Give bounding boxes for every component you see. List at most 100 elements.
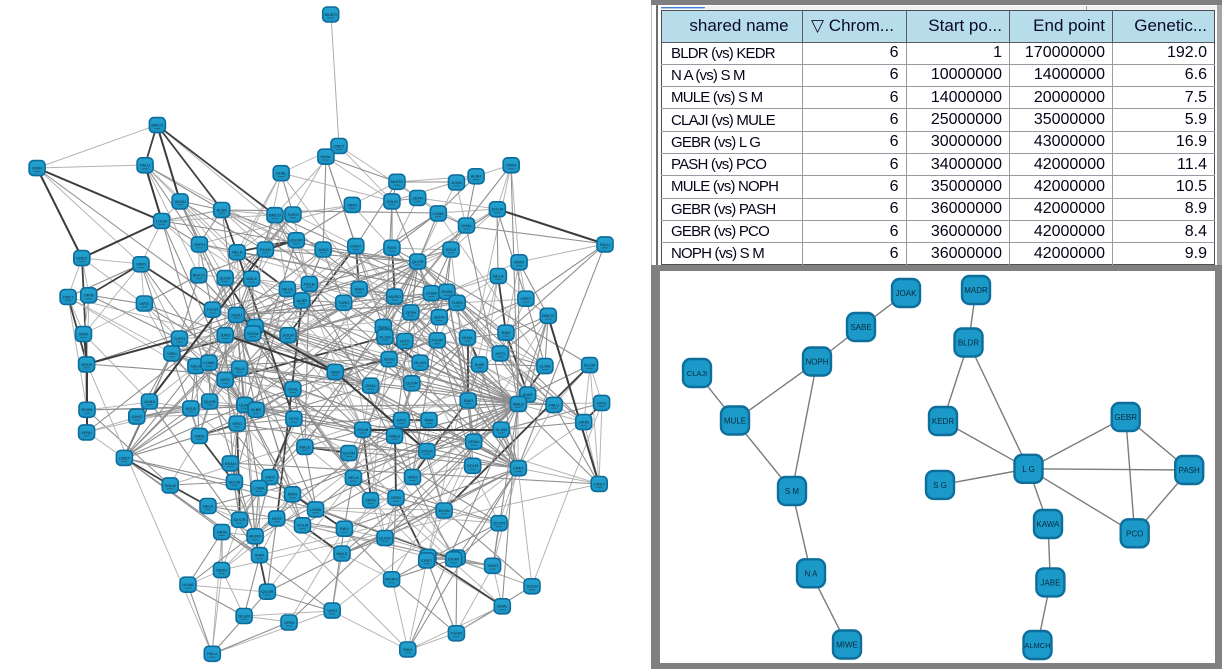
svg-text:CRET: CRET	[513, 466, 524, 471]
svg-text:WALE: WALE	[513, 401, 525, 406]
svg-text:ULMA: ULMA	[539, 364, 550, 369]
svg-text:KELB: KELB	[186, 406, 197, 411]
svg-text:KELB: KELB	[446, 247, 457, 252]
svg-text:ULMA: ULMA	[239, 402, 250, 407]
svg-text:WALE: WALE	[246, 276, 258, 281]
svg-text:TURO: TURO	[338, 300, 349, 305]
svg-text:NELA: NELA	[282, 287, 293, 292]
svg-text:VIRO: VIRO	[136, 262, 146, 267]
svg-text:BMCO: BMCO	[151, 123, 163, 128]
svg-text:QUOR: QUOR	[412, 259, 424, 264]
svg-text:SOLM: SOLM	[165, 483, 176, 488]
svg-text:XENU: XENU	[175, 199, 186, 204]
svg-text:CRET: CRET	[76, 256, 87, 261]
svg-text:SOLM: SOLM	[282, 333, 293, 338]
svg-text:BMCO: BMCO	[193, 273, 205, 278]
svg-text:DLUM: DLUM	[238, 613, 249, 618]
svg-text:FGOR: FGOR	[432, 338, 444, 343]
svg-text:GHAL: GHAL	[365, 383, 377, 388]
svg-text:GHAL: GHAL	[462, 335, 474, 340]
svg-text:ALBR: ALBR	[297, 298, 308, 303]
svg-text:L G: L G	[1022, 465, 1035, 474]
svg-text:ULMA: ULMA	[144, 399, 155, 404]
svg-text:KEDR: KEDR	[932, 417, 954, 426]
svg-text:BMCO: BMCO	[542, 313, 554, 318]
svg-text:NELA: NELA	[191, 364, 202, 369]
svg-text:EKAN: EKAN	[448, 557, 459, 562]
svg-text:MURO: MURO	[391, 179, 403, 184]
svg-text:KAWA: KAWA	[1037, 520, 1061, 529]
svg-text:QUOR: QUOR	[343, 451, 355, 456]
svg-text:SOLM: SOLM	[357, 427, 368, 432]
svg-text:HITO: HITO	[289, 416, 298, 421]
svg-text:JUNO: JUNO	[220, 333, 231, 338]
svg-text:ORIN: ORIN	[514, 260, 524, 265]
svg-text:GHAL: GHAL	[287, 387, 299, 392]
svg-text:IKAR: IKAR	[475, 362, 484, 367]
svg-text:IKAR: IKAR	[255, 553, 264, 558]
svg-text:NELA: NELA	[203, 503, 214, 508]
svg-text:VIRO: VIRO	[327, 608, 337, 613]
svg-text:VIRO: VIRO	[79, 332, 89, 337]
svg-text:CRET: CRET	[594, 481, 605, 486]
svg-text:QUOR: QUOR	[261, 589, 273, 594]
svg-text:MULE: MULE	[724, 417, 746, 426]
svg-text:LOMA: LOMA	[203, 360, 215, 365]
svg-text:VIRO: VIRO	[265, 475, 275, 480]
svg-text:RAVI: RAVI	[387, 245, 396, 250]
svg-text:PALU: PALU	[207, 651, 217, 656]
svg-text:GHAL: GHAL	[497, 604, 509, 609]
svg-text:LOMA: LOMA	[433, 211, 445, 216]
svg-text:EKAN: EKAN	[260, 247, 271, 252]
svg-text:HITO: HITO	[400, 338, 409, 343]
svg-text:RAVI: RAVI	[424, 418, 433, 423]
svg-text:QUOR: QUOR	[406, 381, 418, 386]
svg-text:ULMA: ULMA	[426, 291, 437, 296]
svg-text:XENU: XENU	[384, 357, 395, 362]
svg-text:NELA: NELA	[493, 273, 504, 278]
svg-text:SOLM: SOLM	[229, 479, 240, 484]
svg-text:QUOR: QUOR	[379, 535, 391, 540]
svg-text:MURO: MURO	[249, 534, 261, 539]
svg-text:GHAL: GHAL	[461, 223, 473, 228]
svg-text:WALE: WALE	[389, 433, 401, 438]
svg-text:WALE: WALE	[336, 551, 348, 556]
svg-text:SOLM: SOLM	[526, 584, 537, 589]
svg-text:ORIN: ORIN	[217, 530, 227, 535]
svg-text:MURO: MURO	[385, 577, 397, 582]
svg-text:ALMCH: ALMCH	[1024, 641, 1050, 650]
svg-text:CRET: CRET	[63, 294, 74, 299]
svg-text:XENU: XENU	[378, 324, 389, 329]
svg-text:ZEPH: ZEPH	[194, 242, 205, 247]
svg-text:HITO: HITO	[272, 516, 281, 521]
svg-text:VIRO: VIRO	[140, 301, 150, 306]
svg-text:LOMA: LOMA	[156, 218, 168, 223]
svg-text:CLAJI: CLAJI	[687, 369, 707, 378]
svg-text:TURO: TURO	[287, 212, 298, 217]
svg-text:S G: S G	[933, 481, 947, 490]
svg-text:ORIN: ORIN	[579, 420, 589, 425]
svg-text:PALU: PALU	[140, 163, 150, 168]
svg-text:HITO: HITO	[495, 351, 504, 356]
svg-text:XENU: XENU	[231, 312, 242, 317]
svg-text:SOLM: SOLM	[247, 331, 258, 336]
svg-text:IKAR: IKAR	[523, 392, 532, 397]
svg-text:VIRO: VIRO	[330, 369, 340, 374]
svg-text:GHAL: GHAL	[276, 171, 288, 176]
svg-text:SOLM: SOLM	[386, 199, 397, 204]
svg-text:GHAL: GHAL	[320, 154, 332, 159]
svg-text:RAVI: RAVI	[355, 287, 364, 292]
svg-text:XENU: XENU	[468, 439, 479, 444]
svg-text:RAVI: RAVI	[501, 330, 510, 335]
svg-text:BMCO: BMCO	[269, 213, 281, 218]
svg-text:SOLM: SOLM	[492, 207, 503, 212]
svg-text:DLUM: DLUM	[414, 360, 425, 365]
svg-text:N A: N A	[805, 569, 819, 578]
svg-text:YARO: YARO	[487, 563, 498, 568]
svg-text:SABE: SABE	[850, 323, 871, 332]
svg-text:RAVI: RAVI	[340, 526, 349, 531]
svg-text:CRET: CRET	[421, 558, 432, 563]
svg-text:EKAN: EKAN	[439, 508, 450, 513]
svg-text:ALBR: ALBR	[251, 407, 262, 412]
svg-text:NELA: NELA	[232, 250, 243, 255]
